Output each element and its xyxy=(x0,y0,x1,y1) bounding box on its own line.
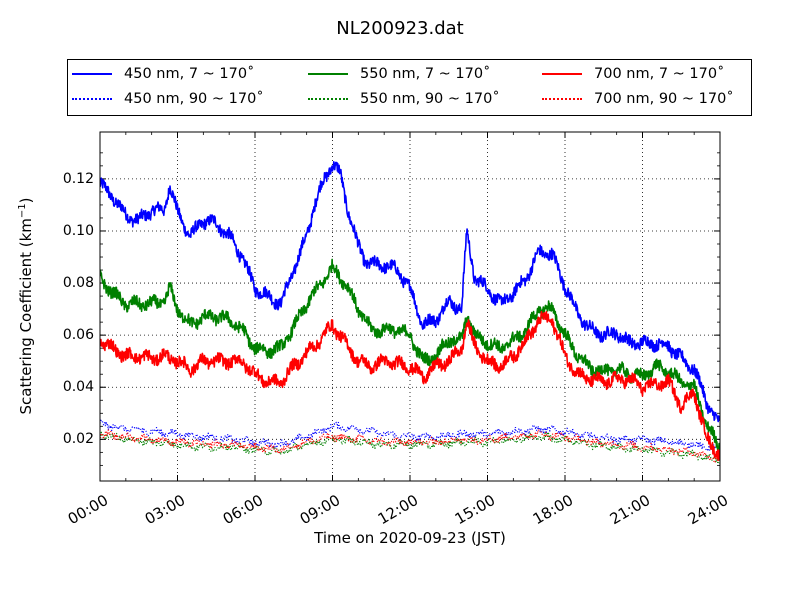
x-axis-label: Time on 2020-09-23 (JST) xyxy=(314,529,506,547)
y-tick-label: 0.12 xyxy=(62,170,94,187)
series-line-4 xyxy=(100,310,720,461)
legend-item-450-full: 450 nm, 7 ~ 170˚ xyxy=(72,63,254,85)
y-axis-label: Scattering Coefficient (km−1) xyxy=(17,197,35,414)
y-tick-label: 0.06 xyxy=(62,327,94,344)
legend: 450 nm, 7 ~ 170˚ 450 nm, 90 ~ 170˚ 550 n… xyxy=(67,59,752,116)
legend-item-700-full: 700 nm, 7 ~ 170˚ xyxy=(542,63,724,85)
legend-label: 450 nm, 90 ~ 170˚ xyxy=(124,91,264,107)
chart-title: NL200923.dat xyxy=(336,18,464,39)
series-line-0 xyxy=(100,161,720,423)
legend-item-550-back: 550 nm, 90 ~ 170˚ xyxy=(308,88,500,110)
y-axis-label-close: ) xyxy=(17,197,35,204)
legend-swatch xyxy=(308,73,348,75)
legend-swatch xyxy=(542,73,582,75)
y-axis-label-exponent: −1 xyxy=(17,203,28,219)
y-tick-label: 0.08 xyxy=(62,275,94,292)
plot-frame xyxy=(99,131,721,482)
y-tick-label: 0.02 xyxy=(62,431,94,448)
y-axis-label-text: Scattering Coefficient (km xyxy=(17,218,35,415)
legend-label: 450 nm, 7 ~ 170˚ xyxy=(124,66,255,82)
legend-swatch xyxy=(72,98,112,100)
legend-item-450-back: 450 nm, 90 ~ 170˚ xyxy=(72,88,264,110)
y-tick-label: 0.04 xyxy=(62,379,94,396)
legend-label: 700 nm, 7 ~ 170˚ xyxy=(594,66,725,82)
legend-label: 700 nm, 90 ~ 170˚ xyxy=(594,91,734,107)
legend-label: 550 nm, 90 ~ 170˚ xyxy=(360,91,500,107)
legend-swatch xyxy=(308,98,348,100)
series-group xyxy=(100,161,720,465)
series-line-5 xyxy=(100,429,720,464)
y-tick-label: 0.10 xyxy=(62,222,94,239)
legend-item-550-full: 550 nm, 7 ~ 170˚ xyxy=(308,63,490,85)
legend-swatch xyxy=(542,98,582,100)
legend-swatch xyxy=(72,73,112,75)
legend-label: 550 nm, 7 ~ 170˚ xyxy=(360,66,491,82)
series-line-1 xyxy=(100,419,720,452)
legend-item-700-back: 700 nm, 90 ~ 170˚ xyxy=(542,88,734,110)
series-line-2 xyxy=(100,258,720,456)
series-line-3 xyxy=(100,431,720,465)
